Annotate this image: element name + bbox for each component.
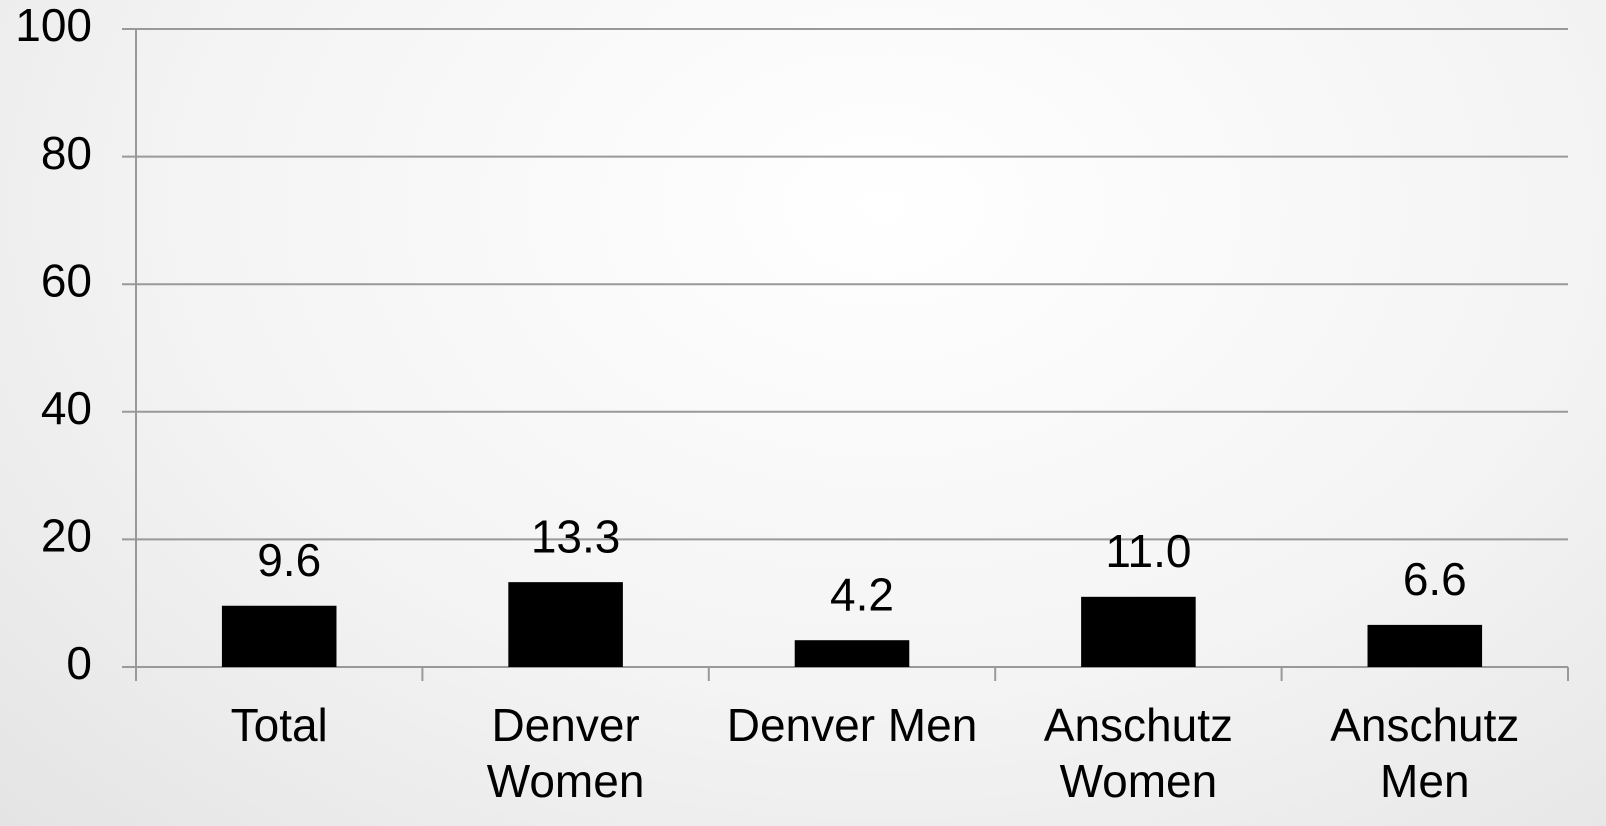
x-tick-label: Denver Men — [727, 699, 978, 751]
y-tick-label: 80 — [41, 127, 92, 179]
y-tick-label: 60 — [41, 254, 92, 306]
data-label: 4.2 — [830, 568, 894, 620]
y-tick-label: 100 — [15, 0, 92, 51]
x-tick-label: Anschutz Women — [1044, 699, 1233, 807]
bar — [221, 605, 337, 667]
data-label: 13.3 — [531, 510, 621, 562]
data-label: 9.6 — [257, 534, 321, 586]
x-tick-label: Total — [231, 699, 328, 751]
bar — [1081, 596, 1196, 667]
x-tick-label: Denver Women — [487, 699, 645, 807]
data-label: 6.6 — [1403, 553, 1467, 605]
y-tick-label: 40 — [41, 382, 92, 434]
data-label: 11.0 — [1105, 525, 1191, 577]
y-tick-label: 20 — [41, 510, 92, 562]
bar — [1367, 624, 1483, 667]
bar — [794, 640, 910, 667]
y-tick-label: 0 — [66, 637, 92, 689]
x-tick-label: Anschutz Men — [1330, 699, 1519, 807]
bar — [508, 582, 623, 667]
